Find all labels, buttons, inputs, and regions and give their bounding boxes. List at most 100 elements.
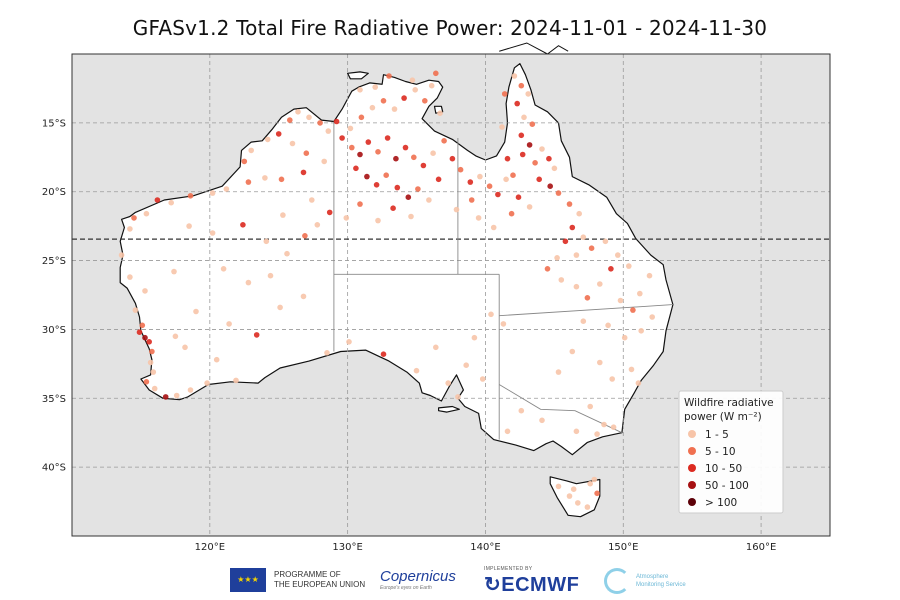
fire-point bbox=[486, 183, 493, 189]
lon-tick-label: 140°E bbox=[470, 542, 500, 553]
fire-point bbox=[314, 222, 321, 228]
fire-point bbox=[573, 252, 580, 258]
eu-line2: THE EUROPEAN UNION bbox=[274, 580, 366, 589]
fire-point bbox=[343, 215, 350, 221]
fire-point bbox=[433, 344, 439, 351]
fire-point bbox=[209, 230, 216, 236]
fire-point bbox=[241, 158, 248, 165]
legend-items: 1 - 5 5 - 10 10 - 50 50 - 100 > 100 bbox=[688, 429, 749, 509]
fire-point bbox=[547, 183, 553, 189]
fire-point bbox=[576, 210, 582, 217]
fire-point bbox=[223, 186, 230, 192]
fire-point bbox=[635, 380, 642, 386]
fire-point bbox=[411, 154, 417, 161]
fire-point bbox=[325, 128, 332, 134]
fire-point bbox=[147, 359, 154, 366]
legend-item-label: 50 - 100 bbox=[705, 480, 749, 492]
fire-point bbox=[245, 179, 252, 185]
fire-point bbox=[588, 245, 595, 251]
fire-point bbox=[449, 155, 456, 162]
copernicus-logo: Copernicus Europe's eyes on Earth bbox=[380, 568, 456, 591]
fire-point bbox=[433, 70, 439, 77]
fire-point bbox=[213, 356, 220, 363]
fire-point bbox=[551, 165, 558, 172]
fire-point bbox=[602, 238, 609, 245]
fire-point bbox=[499, 124, 505, 130]
fire-point bbox=[151, 385, 158, 392]
fire-point bbox=[495, 191, 501, 198]
fire-point bbox=[529, 121, 536, 127]
lat-tick-label: 35°S bbox=[42, 394, 66, 405]
fire-point bbox=[391, 106, 398, 112]
fire-point bbox=[475, 215, 482, 221]
fire-point bbox=[393, 155, 399, 162]
fire-point bbox=[275, 131, 282, 137]
copernicus-c: C bbox=[380, 568, 391, 585]
fire-point bbox=[146, 339, 152, 345]
fire-point bbox=[132, 307, 139, 313]
fire-point bbox=[490, 224, 497, 231]
fire-point bbox=[587, 480, 593, 487]
eu-programme-text: PROGRAMME OF THE EUROPEAN UNION bbox=[274, 570, 365, 590]
cams-line1: Atmosphere bbox=[636, 574, 669, 580]
map-frame bbox=[71, 53, 831, 537]
fire-point bbox=[317, 120, 323, 126]
fire-point bbox=[569, 224, 576, 231]
png-coastline bbox=[499, 42, 569, 55]
fire-point bbox=[510, 172, 516, 178]
state-border bbox=[499, 304, 673, 317]
legend-swatch bbox=[688, 430, 696, 438]
fire-point bbox=[326, 209, 333, 216]
fire-point bbox=[136, 329, 143, 336]
fire-point bbox=[300, 169, 307, 176]
fire-point bbox=[346, 339, 352, 345]
fire-point bbox=[405, 194, 412, 200]
cams-circle-icon bbox=[604, 568, 630, 594]
fire-point bbox=[435, 176, 442, 183]
ecmwf-text: ECMWF bbox=[501, 574, 580, 596]
fire-point bbox=[518, 407, 525, 414]
cams-text: Atmosphere Monitoring Service bbox=[636, 573, 686, 589]
copernicus-wordmark: Copernicus Europe's eyes on Earth bbox=[380, 568, 456, 591]
fire-point bbox=[415, 186, 421, 192]
legend-title-line1: Wildfire radiative bbox=[684, 397, 774, 409]
fire-point bbox=[245, 279, 252, 286]
fire-point bbox=[594, 431, 600, 437]
fire-point bbox=[171, 268, 177, 275]
fire-point bbox=[263, 238, 270, 245]
fire-point bbox=[267, 272, 274, 279]
fire-point bbox=[339, 135, 345, 141]
fire-point bbox=[544, 266, 551, 272]
kangaroo-island-outline bbox=[438, 405, 460, 413]
lat-tick-label: 40°S bbox=[42, 463, 66, 474]
fire-point bbox=[587, 403, 593, 410]
fire-point bbox=[139, 322, 146, 329]
fire-point bbox=[554, 254, 560, 261]
fire-point bbox=[168, 199, 174, 206]
fire-point bbox=[248, 147, 254, 154]
fire-point bbox=[515, 194, 522, 200]
fire-points-layer bbox=[118, 70, 655, 510]
legend-box bbox=[678, 390, 784, 514]
lon-tick-label: 150°E bbox=[608, 542, 638, 553]
fire-point bbox=[569, 348, 576, 355]
fire-point bbox=[182, 344, 188, 351]
fire-point bbox=[521, 114, 527, 121]
fire-point bbox=[127, 226, 133, 232]
fire-point bbox=[333, 118, 340, 125]
fire-point bbox=[369, 104, 376, 111]
fire-point bbox=[172, 333, 179, 340]
fire-point bbox=[504, 428, 511, 435]
fire-point bbox=[262, 175, 268, 181]
fire-point bbox=[401, 95, 407, 101]
fire-point bbox=[605, 322, 611, 329]
fire-point bbox=[187, 193, 194, 199]
fire-point bbox=[142, 334, 148, 341]
fire-point bbox=[324, 350, 330, 356]
fire-point bbox=[591, 476, 598, 483]
copernicus-text: opernicus bbox=[390, 568, 456, 585]
legend-swatch bbox=[688, 464, 696, 472]
fire-point bbox=[562, 238, 569, 245]
fire-point bbox=[384, 135, 391, 141]
fire-point bbox=[584, 295, 591, 301]
